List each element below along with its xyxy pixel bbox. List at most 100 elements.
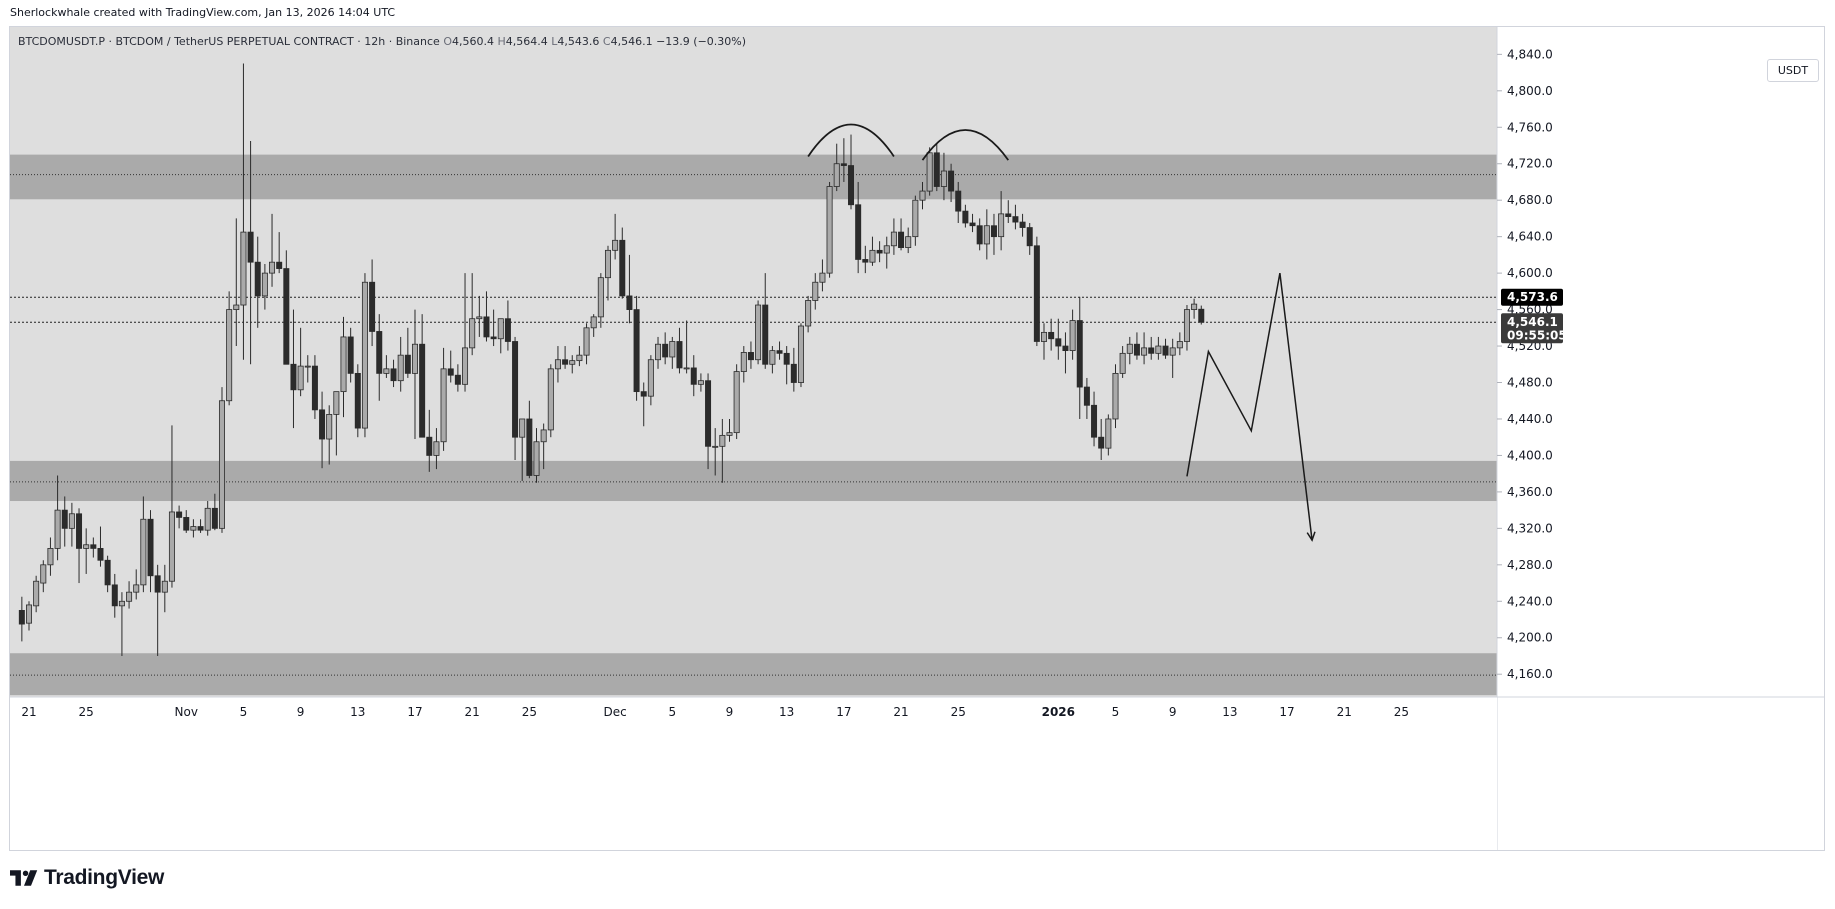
- candle: [562, 346, 569, 369]
- price-axis-label: 4,160.0: [1507, 667, 1553, 681]
- candle-body: [604, 249, 611, 279]
- currency-selector[interactable]: USDT: [1767, 59, 1819, 82]
- candle-body: [955, 190, 962, 212]
- price-tag-label: 4,573.6: [1507, 290, 1558, 304]
- price-axis-label: 4,400.0: [1507, 448, 1553, 462]
- candle: [283, 250, 290, 365]
- candle: [604, 245, 611, 301]
- candle: [383, 355, 390, 378]
- candle-body: [776, 350, 783, 354]
- candle: [1119, 346, 1126, 378]
- candle-body: [319, 409, 326, 440]
- candle-body: [97, 548, 104, 561]
- candle: [25, 601, 32, 631]
- candle-body: [512, 341, 519, 438]
- candle: [726, 418, 733, 442]
- candle: [347, 327, 354, 383]
- candle: [655, 336, 662, 369]
- candle: [111, 573, 118, 618]
- candle: [912, 195, 919, 246]
- candle: [218, 387, 225, 533]
- close-label: C: [602, 35, 611, 48]
- time-axis-label: 17: [1279, 705, 1294, 719]
- price-chart[interactable]: 4,840.0 4,800.0 4,760.0 4,720.0 4,680.0 4,640…: [10, 27, 1824, 850]
- low-value: 4,543.6: [557, 35, 600, 48]
- candle-body: [304, 365, 311, 368]
- candle: [68, 502, 75, 547]
- candle: [597, 273, 604, 328]
- price-axis-label: 4,840.0: [1507, 47, 1553, 61]
- candle: [940, 152, 947, 201]
- candle-body: [626, 295, 633, 310]
- candle-body: [633, 309, 640, 393]
- support-resistance-zone: [10, 653, 1497, 696]
- candle-body: [1098, 436, 1105, 449]
- candle: [133, 569, 140, 600]
- candle: [1105, 414, 1112, 456]
- candle-body: [1155, 345, 1162, 354]
- candle: [876, 241, 883, 263]
- candle-body: [462, 347, 469, 385]
- candle: [662, 332, 669, 365]
- candle-body: [90, 544, 97, 549]
- time-axis-label: 17: [836, 705, 851, 719]
- candle-body: [354, 372, 361, 429]
- candle: [976, 218, 983, 251]
- candle: [140, 496, 147, 593]
- candle-body: [540, 429, 547, 443]
- candle: [1148, 336, 1155, 360]
- candle: [304, 355, 311, 383]
- tradingview-logo[interactable]: TradingView: [10, 866, 164, 890]
- candle: [797, 323, 804, 388]
- candle: [290, 309, 297, 429]
- candle: [1162, 338, 1169, 359]
- candle-body: [1026, 227, 1033, 247]
- candle-body: [447, 368, 454, 376]
- candle-body: [261, 272, 268, 297]
- candle: [962, 204, 969, 228]
- candle-body: [118, 600, 125, 607]
- chart-frame[interactable]: 4,840.0 4,800.0 4,760.0 4,720.0 4,680.0 4,640…: [9, 26, 1825, 851]
- candle-body: [683, 367, 690, 370]
- plot-background: [10, 27, 1497, 697]
- candle-body: [68, 513, 75, 529]
- candle: [118, 592, 125, 656]
- candle: [955, 181, 962, 223]
- candle: [61, 496, 68, 547]
- candle: [576, 346, 583, 367]
- candle: [712, 428, 719, 476]
- candle: [211, 493, 218, 531]
- candle: [890, 218, 897, 255]
- chart-attribution-text: Sherlockwhale created with TradingView.c…: [10, 6, 396, 19]
- candle-body: [705, 380, 712, 447]
- candle-body: [647, 359, 654, 397]
- candle-body: [25, 604, 32, 624]
- candle-body: [176, 511, 183, 518]
- candle-body: [898, 231, 905, 248]
- candle-body: [133, 584, 140, 593]
- candle: [905, 227, 912, 254]
- candle-body: [1112, 372, 1119, 420]
- price-axis-label: 4,200.0: [1507, 631, 1553, 645]
- candle-body: [1141, 347, 1148, 356]
- candle-body: [905, 236, 912, 248]
- candle: [933, 143, 940, 192]
- candle-body: [104, 559, 111, 586]
- candle: [154, 564, 161, 656]
- candle: [840, 138, 847, 182]
- time-axis-label: 2026: [1042, 705, 1075, 719]
- price-tag: [1501, 313, 1563, 344]
- candle: [1176, 332, 1183, 356]
- price-tag-label: 4,546.1: [1507, 315, 1558, 329]
- candle-body: [940, 170, 947, 187]
- candle: [340, 316, 347, 418]
- candle-body: [998, 213, 1005, 238]
- price-axis-label: 4,560.0: [1507, 303, 1553, 317]
- symbol-title[interactable]: BTCDOMUSDT.P · BTCDOM / TetherUS PERPETU…: [18, 35, 440, 48]
- candle-body: [1069, 320, 1076, 352]
- open-value: 4,560.4: [451, 35, 494, 48]
- candle-body: [419, 343, 426, 438]
- candle-body: [876, 249, 883, 254]
- price-axis-background: [1497, 27, 1824, 850]
- candle: [469, 273, 476, 356]
